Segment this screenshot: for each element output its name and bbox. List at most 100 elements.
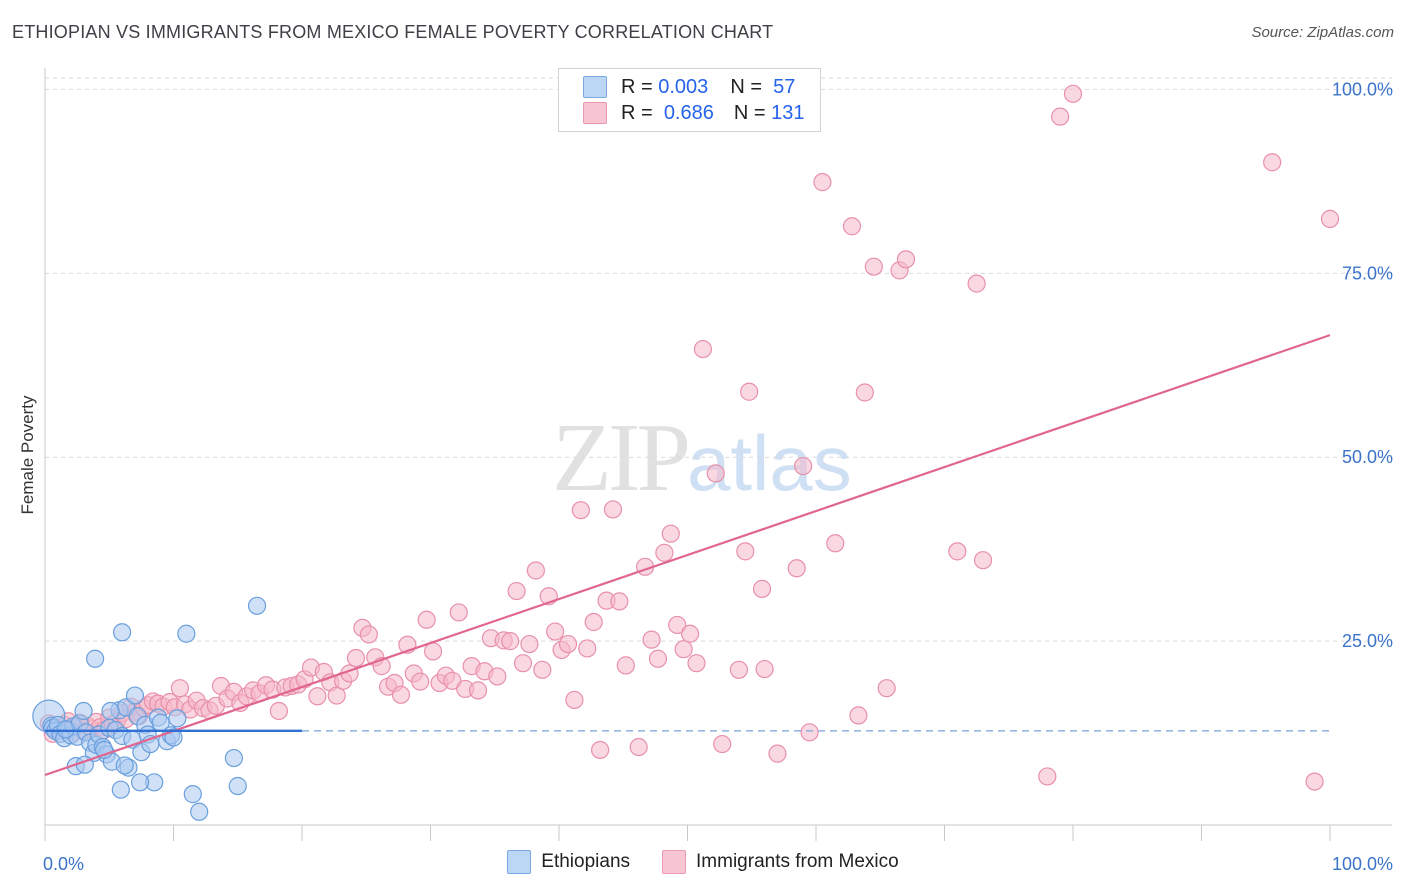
mexico-point xyxy=(507,581,526,601)
mexico-point xyxy=(729,660,749,679)
mexico-point xyxy=(308,687,327,706)
legend-swatch-ethiopians xyxy=(583,76,607,98)
mexico-point xyxy=(1305,772,1324,791)
legend-r-label: R = xyxy=(621,101,653,124)
legend-row-mexico: R = 0.686 N = 131 xyxy=(583,101,805,125)
mexico-point xyxy=(269,701,288,721)
mexico-point xyxy=(973,551,993,570)
ethiopians-point xyxy=(86,649,105,668)
chart-title: ETHIOPIAN VS IMMIGRANTS FROM MEXICO FEMA… xyxy=(12,22,774,42)
mexico-point xyxy=(346,648,366,668)
mexico-point xyxy=(488,667,507,686)
mexico-point xyxy=(755,659,774,679)
mexico-point xyxy=(849,706,868,725)
x-tick-label: 100.0% xyxy=(1332,854,1393,874)
mexico-point xyxy=(546,622,565,641)
mexico-point xyxy=(468,681,488,700)
mexico-point xyxy=(826,534,845,553)
mexico-point xyxy=(813,173,832,192)
mexico-point xyxy=(449,603,468,622)
ethiopians-point xyxy=(228,776,247,796)
mexico-point xyxy=(558,634,578,654)
legend-row-ethiopians: R = 0.003 N = 57 xyxy=(583,75,795,99)
mexico-point xyxy=(680,624,700,643)
mexico-point xyxy=(526,561,545,580)
mexico-point xyxy=(629,737,648,757)
mexico-point xyxy=(800,723,819,742)
ethiopians-point xyxy=(56,720,75,739)
mexico-point xyxy=(501,632,520,651)
mexico-point xyxy=(411,672,430,691)
mexico-point xyxy=(391,685,411,704)
mexico-point xyxy=(855,383,874,402)
legend-item-mexico: Immigrants from Mexico xyxy=(662,850,899,874)
mexico-point xyxy=(1320,209,1340,228)
mexico-point xyxy=(1063,84,1083,103)
ethiopians-point xyxy=(224,748,243,768)
mexico-point xyxy=(768,744,787,763)
legend-r-value: 0.003 xyxy=(658,75,709,98)
mexico-point xyxy=(674,640,693,659)
ethiopians-point xyxy=(125,686,145,705)
mexico-point xyxy=(648,649,668,668)
mexico-point xyxy=(423,642,443,661)
mexico-point xyxy=(571,501,590,520)
mexico-point xyxy=(520,634,539,654)
ethiopians-point xyxy=(112,623,132,642)
mexico-point xyxy=(1051,107,1070,126)
y-tick-label: 50.0% xyxy=(1342,447,1393,467)
legend-label-ethiopians: Ethiopians xyxy=(541,851,631,872)
legend-r-label: R = xyxy=(621,75,653,98)
legend-n-value: 131 xyxy=(771,101,805,124)
mexico-point xyxy=(948,542,967,561)
ethiopians-point xyxy=(177,624,196,643)
mexico-point xyxy=(713,734,732,754)
mexico-point xyxy=(842,217,862,236)
watermark-atlas: atlas xyxy=(687,419,852,507)
ethiopians-point xyxy=(168,709,187,728)
ethiopians-point xyxy=(183,785,202,804)
mexico-point xyxy=(417,610,436,629)
mexico-point xyxy=(642,630,661,649)
mexico-point xyxy=(1038,767,1057,786)
series-legend: Ethiopians Immigrants from Mexico xyxy=(0,850,1406,874)
mexico-point xyxy=(668,615,687,635)
mexico-point xyxy=(610,592,629,611)
legend-item-ethiopians: Ethiopians xyxy=(507,850,630,874)
mexico-point xyxy=(967,274,986,293)
correlation-legend: R = 0.003 N = 57 R = 0.686 N = 131 xyxy=(558,68,821,132)
legend-swatch-mexico xyxy=(583,102,607,124)
mexico-point xyxy=(513,654,533,673)
mexico-point xyxy=(584,612,603,632)
mexico-point xyxy=(687,654,706,673)
mexico-point xyxy=(1263,153,1282,172)
ethiopians-point xyxy=(247,596,267,615)
y-tick-label: 75.0% xyxy=(1342,263,1393,283)
mexico-point xyxy=(693,339,713,359)
mexico-point xyxy=(752,579,772,598)
legend-n-label: N = xyxy=(733,101,766,124)
ethiopians-point xyxy=(190,802,209,821)
mexico-point xyxy=(736,542,755,561)
y-tick-label: 25.0% xyxy=(1342,631,1393,651)
watermark: ZIPatlas xyxy=(552,402,852,514)
mexico-point xyxy=(616,656,635,675)
mexico-point xyxy=(740,382,759,401)
mexico-point xyxy=(578,639,597,658)
watermark-zip: ZIP xyxy=(552,404,691,512)
mexico-point xyxy=(359,625,378,644)
ethiopians-point xyxy=(111,780,130,799)
mexico-point xyxy=(787,559,806,578)
mexico-point xyxy=(877,679,896,698)
mexico-point xyxy=(661,524,680,543)
mexico-trendline xyxy=(44,334,1331,777)
mexico-point xyxy=(896,250,916,269)
legend-label-mexico: Immigrants from Mexico xyxy=(696,851,899,872)
y-tick-label: 100.0% xyxy=(1332,79,1393,99)
mexico-point xyxy=(706,464,725,483)
mexico-point xyxy=(591,740,610,760)
legend-swatch-mexico xyxy=(662,850,687,874)
mexico-point xyxy=(655,543,674,562)
mexico-point xyxy=(170,679,190,698)
